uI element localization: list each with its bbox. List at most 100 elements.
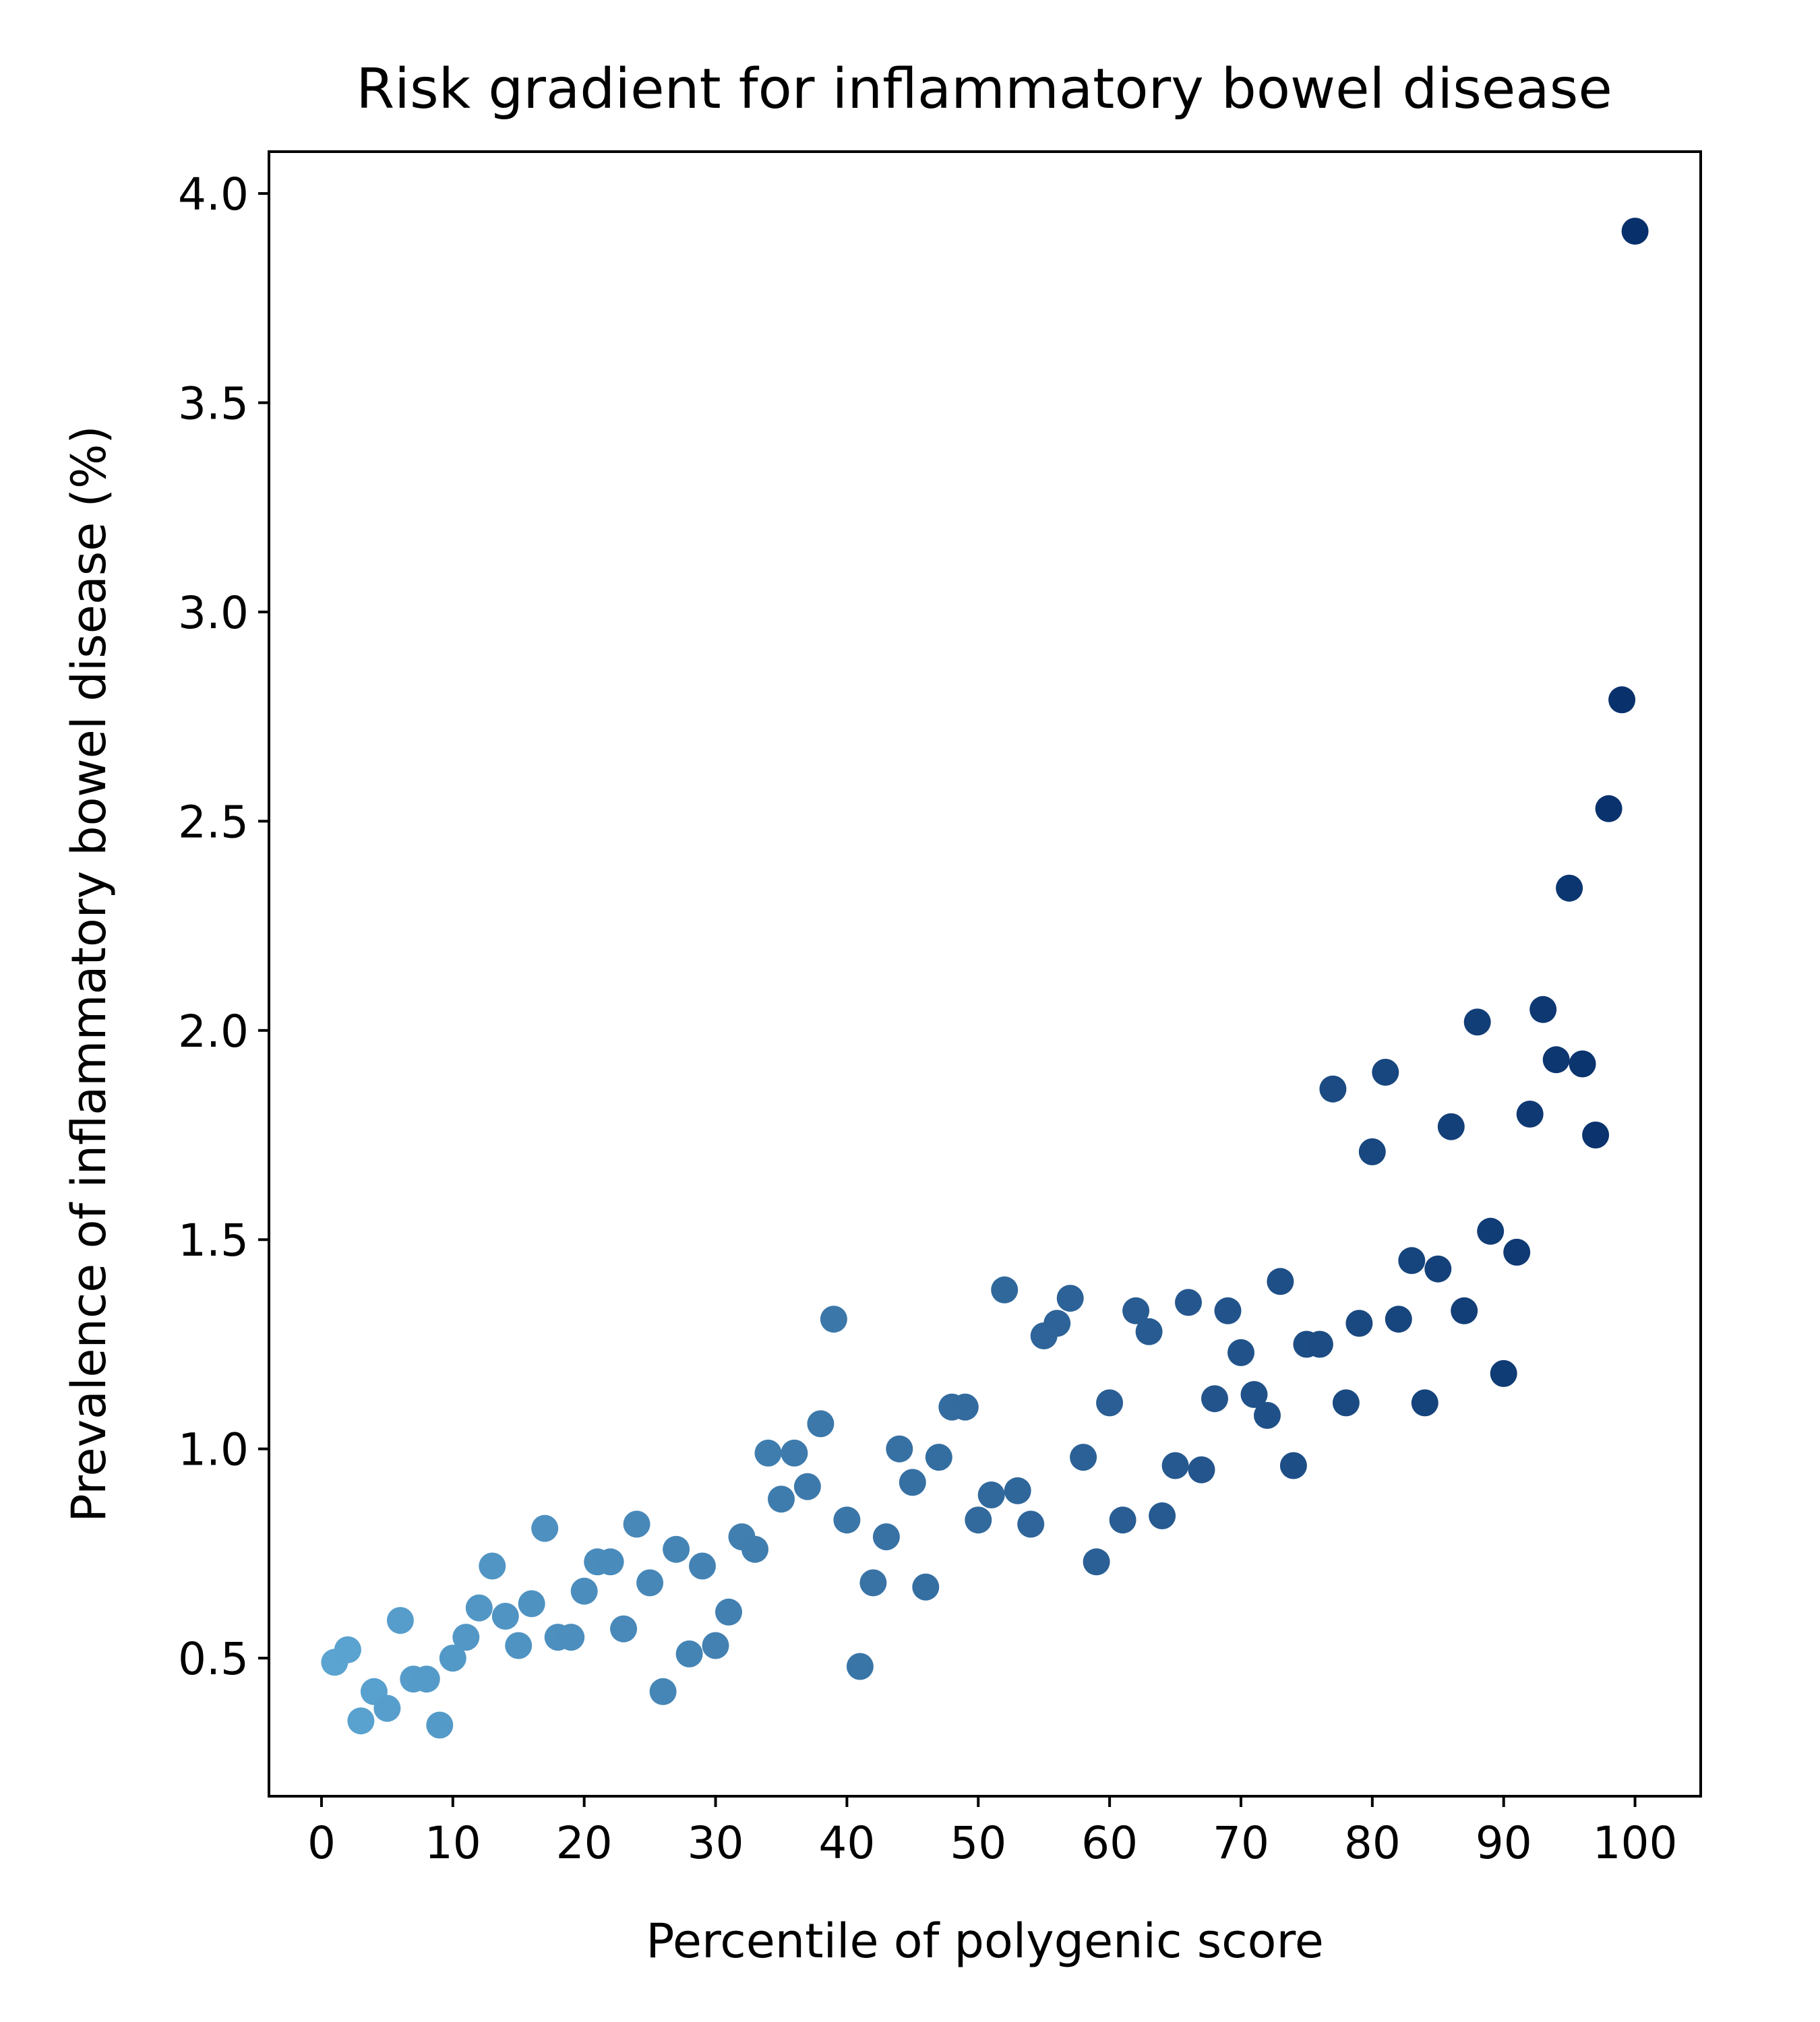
data-point: [1463, 1008, 1491, 1036]
data-point: [689, 1552, 716, 1580]
data-point: [636, 1569, 664, 1597]
data-point: [793, 1473, 821, 1500]
data-point: [1358, 1138, 1386, 1165]
data-point: [1306, 1330, 1333, 1358]
data-point: [1175, 1289, 1202, 1316]
data-point: [1582, 1122, 1610, 1148]
data-point: [347, 1707, 375, 1735]
x-tick-label: 80: [1344, 1817, 1401, 1869]
data-point: [1096, 1389, 1124, 1417]
data-point: [1608, 686, 1636, 714]
data-point: [1411, 1389, 1438, 1417]
data-point: [1516, 1101, 1544, 1128]
data-point: [531, 1514, 559, 1542]
data-point: [899, 1469, 926, 1496]
data-point: [1254, 1402, 1281, 1429]
data-point: [1424, 1255, 1452, 1283]
data-point: [1004, 1477, 1031, 1504]
data-point: [1529, 995, 1557, 1023]
data-point: [334, 1636, 361, 1663]
data-point: [1556, 874, 1583, 902]
data-point: [846, 1653, 874, 1680]
data-point: [912, 1573, 940, 1601]
data-point: [1188, 1456, 1215, 1483]
plot-frame: [268, 150, 1702, 1798]
data-point: [991, 1276, 1019, 1304]
data-point: [373, 1694, 401, 1722]
data-point: [741, 1535, 768, 1563]
x-tick-label: 100: [1593, 1817, 1678, 1869]
data-point: [663, 1535, 690, 1563]
data-point: [1240, 1381, 1268, 1408]
data-point: [859, 1569, 887, 1597]
data-point: [1122, 1297, 1150, 1324]
chart-title: Risk gradient for inflammatory bowel dis…: [356, 57, 1612, 121]
data-point: [675, 1640, 703, 1667]
data-point: [1569, 1050, 1596, 1078]
points-layer: [321, 218, 1649, 1739]
data-point: [518, 1590, 545, 1618]
data-point: [1385, 1306, 1412, 1333]
data-point: [1398, 1247, 1426, 1275]
data-point: [1477, 1217, 1505, 1245]
data-point: [465, 1594, 493, 1622]
data-point: [413, 1665, 440, 1693]
x-tick-label: 70: [1213, 1817, 1269, 1869]
x-tick-label: 20: [556, 1817, 613, 1869]
data-point: [1621, 218, 1649, 245]
data-point: [1372, 1058, 1399, 1086]
data-point: [1490, 1359, 1517, 1387]
data-point: [1017, 1510, 1045, 1538]
data-point: [1083, 1548, 1110, 1576]
data-point: [597, 1548, 624, 1576]
data-point: [820, 1306, 847, 1333]
data-point: [1149, 1502, 1176, 1529]
data-point: [623, 1510, 650, 1538]
data-point: [715, 1598, 742, 1626]
y-axis-label: Prevalence of inflammatory bowel disease…: [61, 425, 117, 1522]
data-point: [386, 1607, 414, 1634]
data-point: [610, 1615, 638, 1643]
data-point: [1542, 1046, 1570, 1074]
data-point: [1503, 1238, 1531, 1266]
x-axis-label: Percentile of polygenic score: [646, 1913, 1324, 1969]
data-point: [1161, 1452, 1189, 1479]
data-point: [768, 1485, 795, 1513]
data-point: [781, 1439, 808, 1467]
x-tick-label: 0: [307, 1817, 336, 1869]
data-point: [702, 1632, 729, 1659]
data-point: [452, 1624, 480, 1651]
x-tick-label: 60: [1081, 1817, 1138, 1869]
data-point: [754, 1439, 782, 1467]
y-tick-label: 3.5: [178, 378, 249, 430]
data-point: [977, 1481, 1005, 1508]
data-point: [1227, 1339, 1254, 1366]
data-point: [872, 1523, 900, 1551]
y-tick-label: 3.0: [178, 587, 249, 639]
data-point: [1070, 1444, 1097, 1471]
data-point: [1267, 1268, 1294, 1295]
data-point: [1279, 1452, 1307, 1479]
y-tick-label: 0.5: [178, 1633, 249, 1685]
x-tick-label: 50: [950, 1817, 1006, 1869]
data-point: [807, 1410, 835, 1438]
y-tick-label: 4.0: [178, 168, 249, 220]
data-point: [649, 1678, 677, 1705]
data-point: [1332, 1389, 1360, 1417]
data-point: [1595, 795, 1622, 822]
data-point: [491, 1603, 519, 1630]
data-point: [570, 1577, 598, 1605]
data-point: [1109, 1506, 1136, 1534]
data-point: [439, 1645, 466, 1672]
y-tick-label: 1.0: [178, 1424, 249, 1476]
x-tick-label: 90: [1476, 1817, 1532, 1869]
data-point: [557, 1624, 585, 1651]
data-point: [1135, 1318, 1163, 1345]
data-point: [426, 1711, 454, 1739]
data-point: [951, 1393, 979, 1421]
data-point: [1056, 1285, 1084, 1312]
data-point: [1345, 1310, 1373, 1337]
data-point: [1319, 1075, 1347, 1103]
